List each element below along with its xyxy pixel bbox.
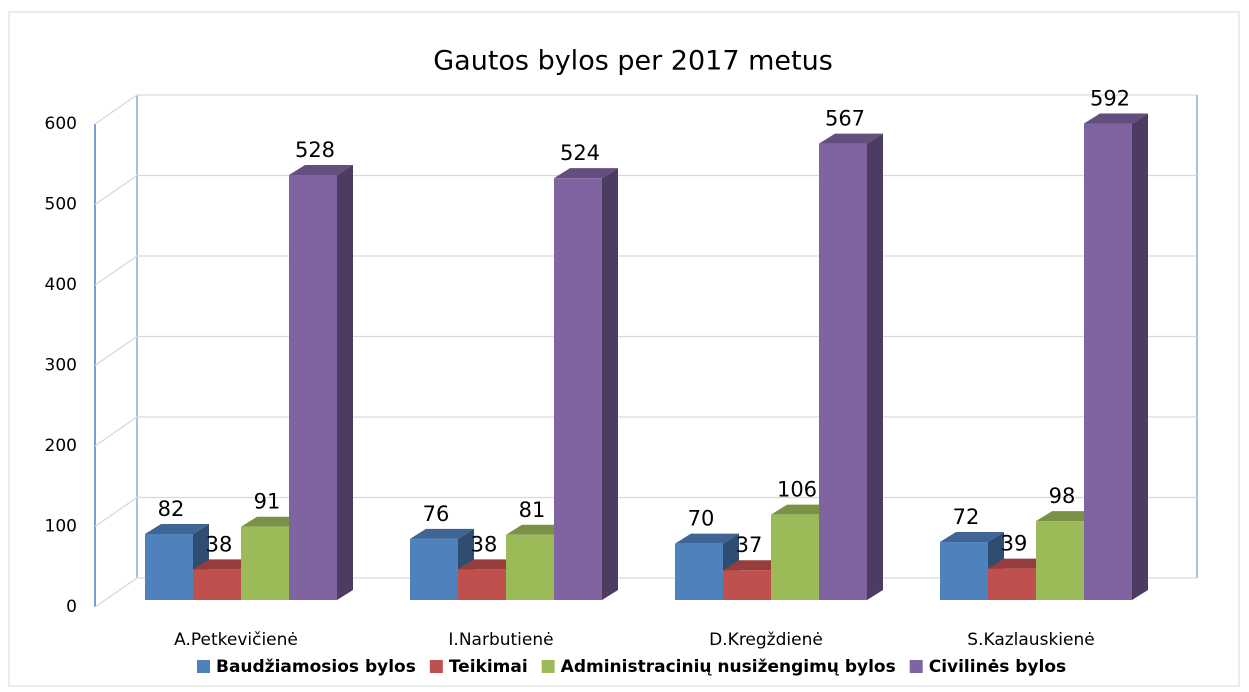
x-tick-label: A.Petkevičienė [174,630,298,650]
data-label: 39 [1001,532,1028,556]
legend-label: Baudžiamosios bylos [216,657,416,677]
chart-title: Gautos bylos per 2017 metus [433,46,833,77]
x-tick-label: S.Kazlauskienė [967,630,1094,650]
data-label: 528 [295,138,335,162]
y-tick-label: 200 [45,436,77,456]
bar-front [289,174,337,600]
data-label: 82 [158,497,185,521]
bar-top [145,523,209,534]
bar-side [602,168,618,600]
data-label: 38 [206,532,233,556]
bar [819,133,883,600]
grid-line [94,94,1197,125]
y-tick-label: 600 [45,114,77,134]
y-tick-label: 300 [45,356,77,376]
data-label: 567 [825,107,865,131]
legend-swatch [909,660,923,673]
x-tick-label: D.Kregždienė [709,630,823,650]
data-label: 72 [953,505,980,529]
data-label: 38 [471,532,498,556]
bar-front [145,533,193,600]
bar-front [506,534,554,600]
data-label: 37 [736,533,763,557]
bar-top [819,133,883,144]
bar-side [1132,113,1148,600]
data-label: 70 [688,507,715,531]
bar [289,164,353,600]
data-label: 98 [1049,484,1076,508]
legend-swatch [197,660,210,673]
grid-segment [94,94,1197,125]
bar-side [337,164,353,600]
bar-front [410,538,458,600]
bar-front [988,568,1036,600]
bar-front [723,570,771,600]
data-label: 524 [560,141,600,165]
bar-front [193,569,241,600]
bar-side [867,133,883,600]
bar-top [554,168,618,179]
x-tick-label: I.Narbutienė [448,630,553,650]
bar-top [289,164,353,175]
data-label: 91 [254,490,281,514]
y-tick-label: 100 [45,517,77,537]
data-label: 592 [1090,86,1130,110]
bar-front [1084,123,1132,600]
data-label: 76 [423,502,450,526]
bar-front [458,569,506,600]
y-tick-label: 0 [66,597,77,617]
bar-top [1084,113,1148,124]
bar-top [675,533,739,544]
bar [1084,113,1148,600]
data-label: 81 [519,498,546,522]
bar-front [1036,521,1084,600]
bar-front [241,526,289,600]
legend-label: Administracinių nusižengimų bylos [561,657,896,677]
bar-front [819,143,867,600]
bar [554,168,618,600]
bar-top [410,528,474,539]
y-tick-label: 500 [45,195,77,215]
bar-top [940,532,1004,543]
bar-front [771,514,819,600]
legend-label: Teikimai [449,657,528,677]
bar-front [675,543,723,600]
bar-front [940,542,988,600]
bar [675,533,739,600]
legend-label: Civilinės bylos [929,657,1066,677]
legend-swatch [429,660,443,673]
legend-swatch [541,660,555,673]
bar-front [554,178,602,600]
y-tick-label: 400 [45,275,77,295]
data-label: 106 [777,478,817,502]
